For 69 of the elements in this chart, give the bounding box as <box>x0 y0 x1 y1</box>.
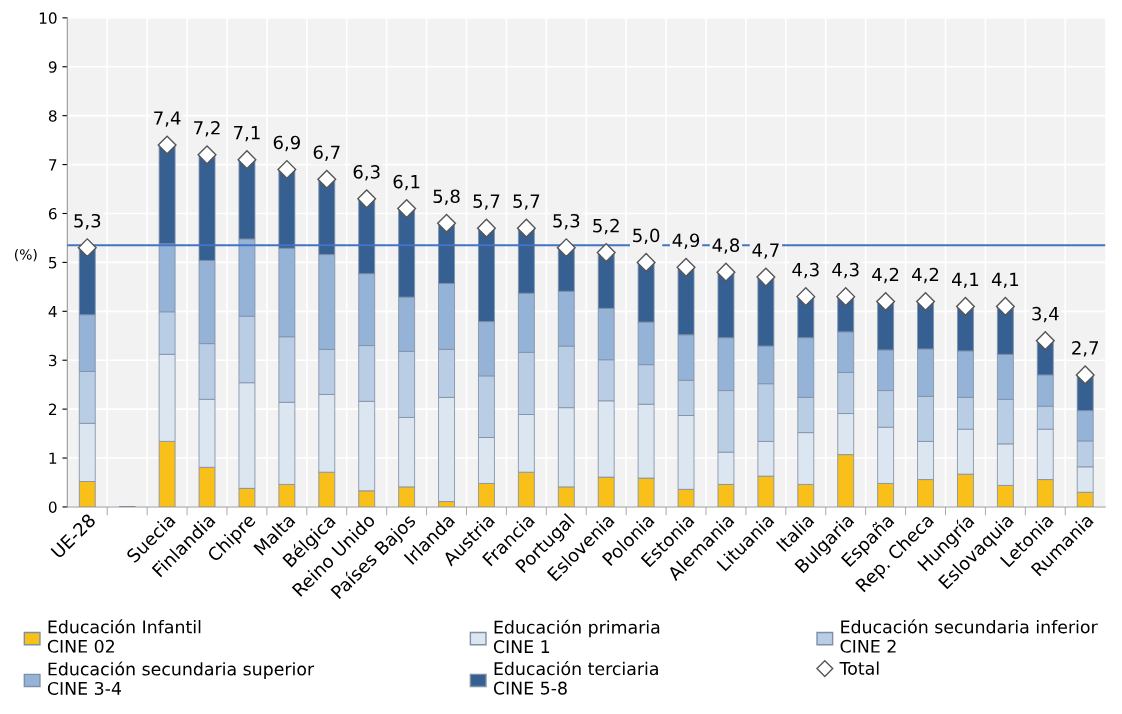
data-label: 4,3 <box>832 262 859 279</box>
bar <box>158 144 176 245</box>
point <box>756 267 776 287</box>
data-label: 4,1 <box>951 272 979 289</box>
data-label: 5,7 <box>473 194 500 210</box>
data-label: 6,1 <box>393 174 420 191</box>
point <box>476 218 496 238</box>
y-tick-label: 1 <box>49 452 57 464</box>
data-label: 5,3 <box>74 213 101 230</box>
y-tick-label: 4 <box>48 305 57 318</box>
legend-label: Educación Infantil CINE 02 <box>47 619 201 653</box>
point <box>1075 365 1095 385</box>
point <box>277 159 297 180</box>
point <box>556 238 576 258</box>
data-label: 7,2 <box>194 120 220 137</box>
point <box>955 296 975 316</box>
data-label: 4,8 <box>712 238 740 254</box>
point <box>516 218 536 238</box>
point <box>916 291 936 312</box>
data-label: 4,9 <box>672 233 700 249</box>
data-label: 5,8 <box>433 189 460 205</box>
point <box>77 238 97 258</box>
data-label: 4,3 <box>792 262 819 279</box>
point <box>836 287 856 307</box>
legend-label: Educación secundaria inferior CINE 2 <box>840 619 1098 653</box>
data-label: 6,9 <box>273 135 300 152</box>
y-tick-label: 3 <box>49 354 57 367</box>
point <box>397 199 417 219</box>
data-label: 5,2 <box>593 218 619 235</box>
point <box>157 135 177 155</box>
point <box>197 145 217 165</box>
point <box>995 296 1015 316</box>
data-label: 6,7 <box>313 145 340 161</box>
data-label: 4,2 <box>912 267 939 284</box>
data-label: 5,0 <box>633 228 660 245</box>
point <box>716 262 736 282</box>
data-label: 3,4 <box>1032 306 1059 323</box>
data-label: 5,3 <box>553 213 580 230</box>
legend-label: Total <box>839 661 879 675</box>
data-label: 4,1 <box>991 272 1019 289</box>
point <box>796 287 816 307</box>
y-tick-label: 2 <box>49 403 57 415</box>
point <box>636 252 656 272</box>
legend-label: Educación terciaria CINE 5-8 <box>493 661 658 695</box>
y-axis-title: (%) <box>14 248 37 262</box>
point <box>876 291 896 312</box>
data-label: 7,4 <box>154 111 181 127</box>
y-tick-label: 10 <box>39 12 57 24</box>
point <box>676 257 696 277</box>
y-tick-label: 8 <box>48 110 57 122</box>
legend-label: Educación secundaria superior CINE 3-4 <box>47 661 315 696</box>
data-label: 2,7 <box>1072 341 1099 357</box>
point <box>596 243 616 263</box>
y-tick-label: 5 <box>49 257 57 269</box>
point <box>1035 331 1055 351</box>
data-label: 4,2 <box>872 267 899 284</box>
y-tick-label: 9 <box>48 61 57 73</box>
legend-label: Educación primaria CINE 1 <box>493 619 660 654</box>
point <box>437 213 457 233</box>
y-tick-label: 7 <box>49 159 57 171</box>
y-tick-label: 0 <box>48 501 57 513</box>
data-label: 5,7 <box>513 194 540 210</box>
point <box>317 169 337 189</box>
data-label: 6,3 <box>353 164 380 181</box>
data-label: 4,7 <box>752 243 779 259</box>
point <box>237 150 257 170</box>
y-tick-label: 6 <box>48 207 57 220</box>
data-label: 7,1 <box>234 126 260 142</box>
point <box>357 189 377 209</box>
